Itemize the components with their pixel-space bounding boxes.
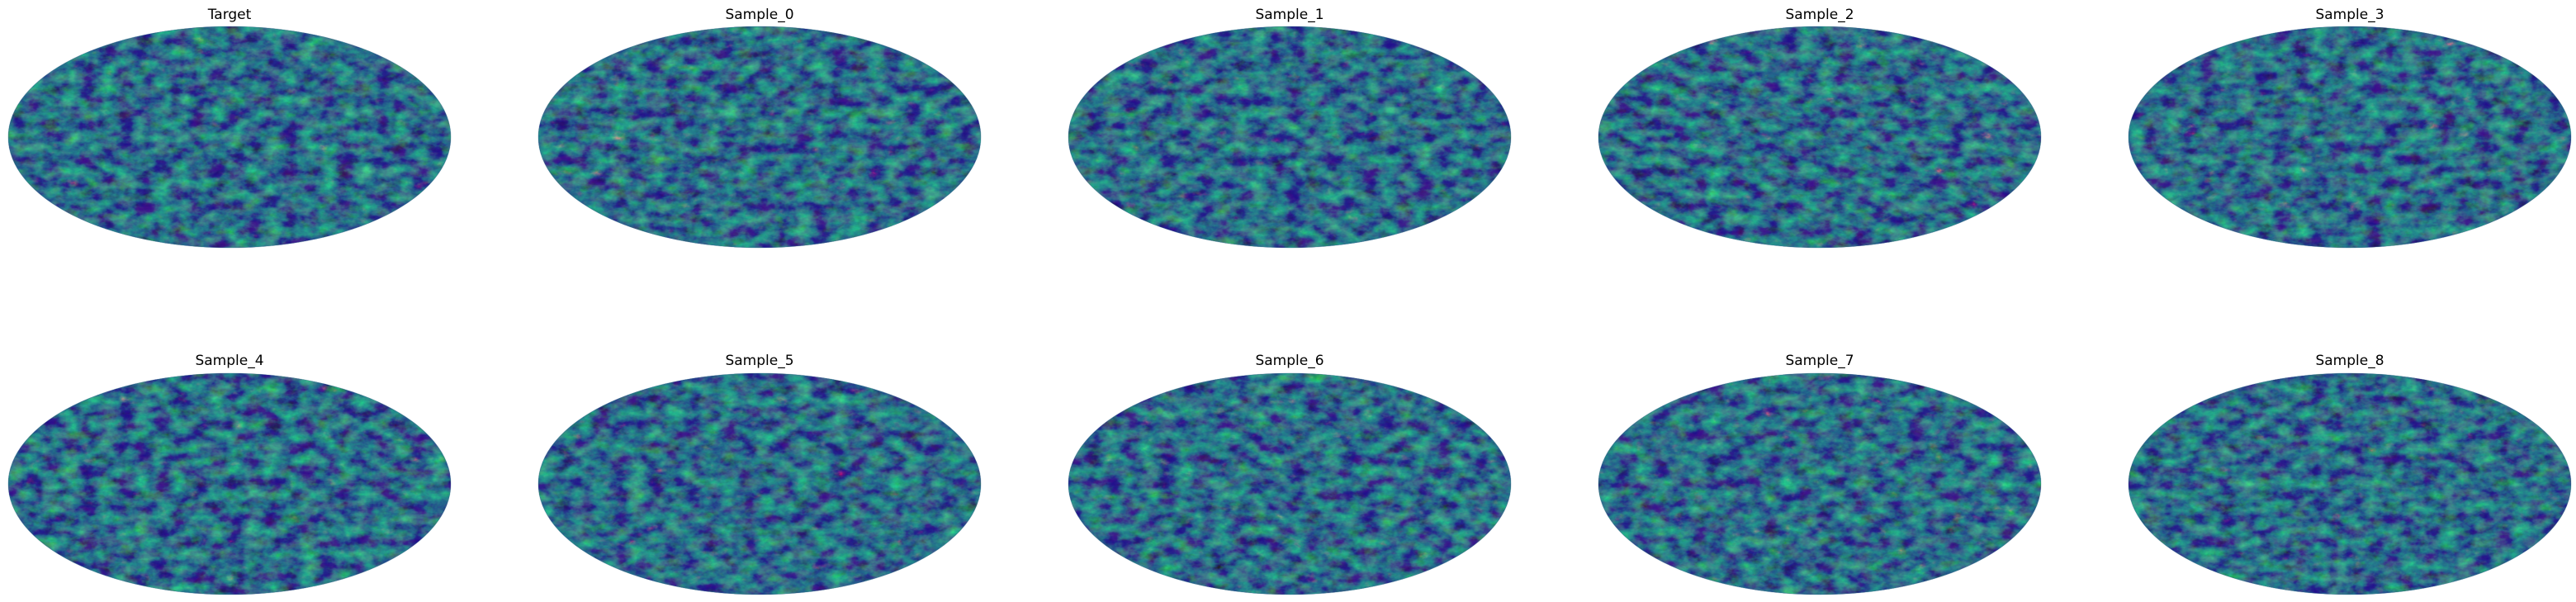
panel-title: Sample_5 bbox=[725, 353, 794, 369]
sky-map-texture bbox=[538, 26, 981, 248]
sky-map-texture bbox=[538, 373, 981, 595]
sky-map-outline bbox=[7, 372, 452, 595]
sky-map-image bbox=[537, 26, 982, 249]
sky-map-image bbox=[537, 372, 982, 595]
sky-map-texture bbox=[1598, 373, 2041, 595]
sky-map-image bbox=[7, 26, 452, 249]
sky-map-outline bbox=[537, 372, 982, 595]
sky-map-outline bbox=[1598, 372, 2042, 595]
panel-title: Sample_1 bbox=[1255, 7, 1324, 23]
sky-map-outline bbox=[1068, 26, 1512, 249]
sky-map-image bbox=[2128, 26, 2572, 249]
sky-map-image bbox=[1068, 26, 1512, 249]
sky-map-outline bbox=[7, 26, 452, 249]
sky-map-image bbox=[7, 372, 452, 595]
sky-map-texture bbox=[1068, 26, 1511, 248]
sky-map-texture bbox=[1068, 373, 1511, 595]
panel-title: Sample_8 bbox=[2315, 353, 2384, 369]
sky-map-outline bbox=[2128, 372, 2572, 595]
sky-map-texture bbox=[1598, 26, 2041, 248]
panel-title: Sample_4 bbox=[195, 353, 264, 369]
panel-title: Sample_7 bbox=[1785, 353, 1854, 369]
sky-map-image bbox=[1598, 372, 2042, 595]
sky-map-texture bbox=[8, 373, 451, 595]
sky-map-texture bbox=[2129, 26, 2571, 248]
sky-map-image bbox=[1068, 372, 1512, 595]
sky-map-outline bbox=[1598, 26, 2042, 249]
sky-map-outline bbox=[537, 26, 982, 249]
panel-title: Sample_3 bbox=[2315, 7, 2384, 23]
panel-title: Sample_0 bbox=[725, 7, 794, 23]
sky-map-outline bbox=[1068, 372, 1512, 595]
sky-map-image bbox=[1598, 26, 2042, 249]
panel-title: Sample_2 bbox=[1785, 7, 1854, 23]
panel-title: Target bbox=[207, 7, 252, 23]
sky-map-image bbox=[2128, 372, 2572, 595]
sky-map-outline bbox=[2128, 26, 2572, 249]
sky-map-texture bbox=[8, 26, 451, 248]
panel-title: Sample_6 bbox=[1255, 353, 1324, 369]
sky-map-texture bbox=[2129, 373, 2571, 595]
